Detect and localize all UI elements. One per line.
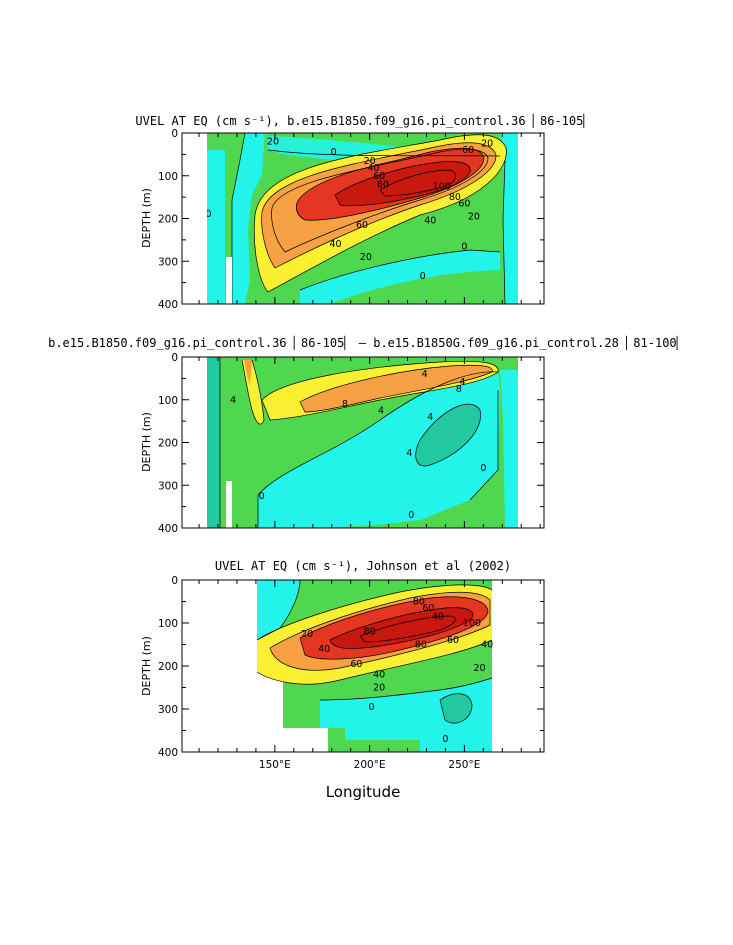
panel-3-field xyxy=(256,580,493,752)
panel-2-ytick-label: 300 xyxy=(158,480,178,492)
panel-1-title: UVEL AT EQ (cm s⁻¹), b.e15.B1850.f09_g16… xyxy=(135,113,590,128)
panel-3-contour-label: 0 xyxy=(442,734,448,745)
panel-2-contour-label: 0 xyxy=(259,491,265,502)
panel-2-contour-label: 4 xyxy=(459,377,465,388)
panel-3-ytick-label: 400 xyxy=(158,747,178,759)
panel-1-ytick-label: 0 xyxy=(171,128,178,140)
panel-1-contour-label: 20 xyxy=(481,139,493,150)
panel-3-contour-label: 0 xyxy=(369,702,375,713)
panel-2-contour-label: 4 xyxy=(427,412,433,423)
panel-1-contour-label: 60 xyxy=(458,199,470,210)
panel-2-deep-cyan xyxy=(258,371,500,528)
panel-3-xtick-label: 150°E xyxy=(259,759,291,771)
panel-1-ytick-label: 200 xyxy=(158,214,178,226)
panel-2-contour-label: 0 xyxy=(480,463,486,474)
panel-2-west-teal xyxy=(207,357,220,528)
panel-3-contour-label: 80 xyxy=(415,640,427,651)
panel-1-contour-label: 0 xyxy=(206,209,212,220)
panel-3-ytick-label: 100 xyxy=(158,618,178,630)
panel-3-contour-label: 60 xyxy=(350,659,362,670)
panel-1-contour-label: 60 xyxy=(373,171,385,182)
panel-2-contour-label: 4 xyxy=(378,405,384,416)
panel-2-contour-label: 8 xyxy=(456,384,462,395)
panel-1-contour-label: 80 xyxy=(449,192,461,203)
panel-3-contour-label: 20 xyxy=(373,683,385,694)
panel-3: UVEL AT EQ (cm s⁻¹), Johnson et al (2002… xyxy=(140,559,545,801)
panel-2-ylabel: DEPTH (m) xyxy=(140,412,153,472)
panel-1-contour-label: 40 xyxy=(367,163,379,174)
panel-3-contour-label: 80 xyxy=(413,597,425,608)
panel-2-contour-label: 4 xyxy=(230,395,236,406)
panel-1-contour-label: 20 xyxy=(360,252,372,263)
panel-1-contour-label: 20 xyxy=(468,211,480,222)
panel-1-contour-label: 60 xyxy=(462,145,474,156)
panel-2-orange-band xyxy=(300,365,493,412)
panel-2-contour-label: 4 xyxy=(406,448,412,459)
panel-1-west-cyan-2 xyxy=(232,133,265,304)
panel-3-ytick-label: 0 xyxy=(171,575,178,587)
panel-1-contour-label: 0 xyxy=(331,147,337,158)
panel-3-contour-label: 60 xyxy=(422,603,434,614)
panel-2: b.e15.B1850.f09_g16.pi_control.36 ▏86-10… xyxy=(48,335,684,535)
panel-3-xticks: 150°E 200°E 250°E xyxy=(259,759,480,771)
panel-1-west-cyan xyxy=(207,150,225,304)
panel-1: UVEL AT EQ (cm s⁻¹), b.e15.B1850.f09_g16… xyxy=(135,113,590,311)
panel-1-contour-label: 0 xyxy=(461,241,467,252)
panel-3-title: UVEL AT EQ (cm s⁻¹), Johnson et al (2002… xyxy=(215,559,511,573)
panel-2-deep-core xyxy=(415,404,481,466)
panel-3-contour-label: 40 xyxy=(481,640,493,651)
panel-1-contour-label: 40 xyxy=(424,216,436,227)
panel-2-ytick-label: 200 xyxy=(158,438,178,450)
panel-3-contour-label: 20 xyxy=(301,629,313,640)
panel-3-contour-label: 40 xyxy=(432,612,444,623)
panel-3-deep-teal xyxy=(440,693,472,724)
panel-2-east-cyan xyxy=(500,370,518,528)
panel-2-ytick-label: 400 xyxy=(158,523,178,535)
panel-1-ylabel: DEPTH (m) xyxy=(140,188,153,248)
panel-1-ytick-label: 100 xyxy=(158,171,178,183)
panel-1-contour-label: 40 xyxy=(329,239,341,250)
panel-3-ylabel: DEPTH (m) xyxy=(140,636,153,696)
panel-2-title: b.e15.B1850.f09_g16.pi_control.36 ▏86-10… xyxy=(48,335,684,350)
panel-3-contour-label: 40 xyxy=(373,670,385,681)
panel-1-red-inner xyxy=(335,161,471,206)
panel-1-contour-label: 60 xyxy=(356,220,368,231)
panel-3-ytick-label: 200 xyxy=(158,661,178,673)
panel-2-west-orange xyxy=(244,360,252,385)
panel-2-contour-label: 4 xyxy=(422,369,428,380)
panel-1-contour-label: 20 xyxy=(267,137,279,148)
x-axis-label: Longitude xyxy=(326,783,401,801)
panel-3-xtick-label: 250°E xyxy=(448,759,480,771)
panel-2-contour-label: 0 xyxy=(408,510,414,521)
panel-1-contour-label: 100 xyxy=(433,181,451,192)
panel-1-deep-cyan xyxy=(300,250,500,304)
panel-3-contour-label: 100 xyxy=(463,618,481,629)
panel-2-ytick-label: 100 xyxy=(158,395,178,407)
panel-2-contour-labels: 448844400040 xyxy=(200,369,487,521)
panel-3-contour-label: 60 xyxy=(447,635,459,646)
panel-1-ytick-label: 300 xyxy=(158,256,178,268)
panel-3-contour-label: 20 xyxy=(474,663,486,674)
panel-1-contour-label: 80 xyxy=(377,179,389,190)
panel-3-ytick-label: 300 xyxy=(158,704,178,716)
panel-1-field xyxy=(207,133,518,304)
panel-3-contour-label: 80 xyxy=(364,627,376,638)
panel-3-xtick-label: 200°E xyxy=(354,759,386,771)
panel-1-contour-label: 20 xyxy=(364,156,376,167)
panel-1-ytick-label: 400 xyxy=(158,299,178,311)
panel-3-red-inner xyxy=(330,607,473,649)
panel-2-ytick-label: 0 xyxy=(171,352,178,364)
panel-1-contour-label: 0 xyxy=(420,271,426,282)
panel-2-field xyxy=(207,357,518,528)
panel-3-west-cyan xyxy=(257,580,300,640)
panel-2-contour-label: 8 xyxy=(342,399,348,410)
panel-3-contour-label: 40 xyxy=(318,644,330,655)
